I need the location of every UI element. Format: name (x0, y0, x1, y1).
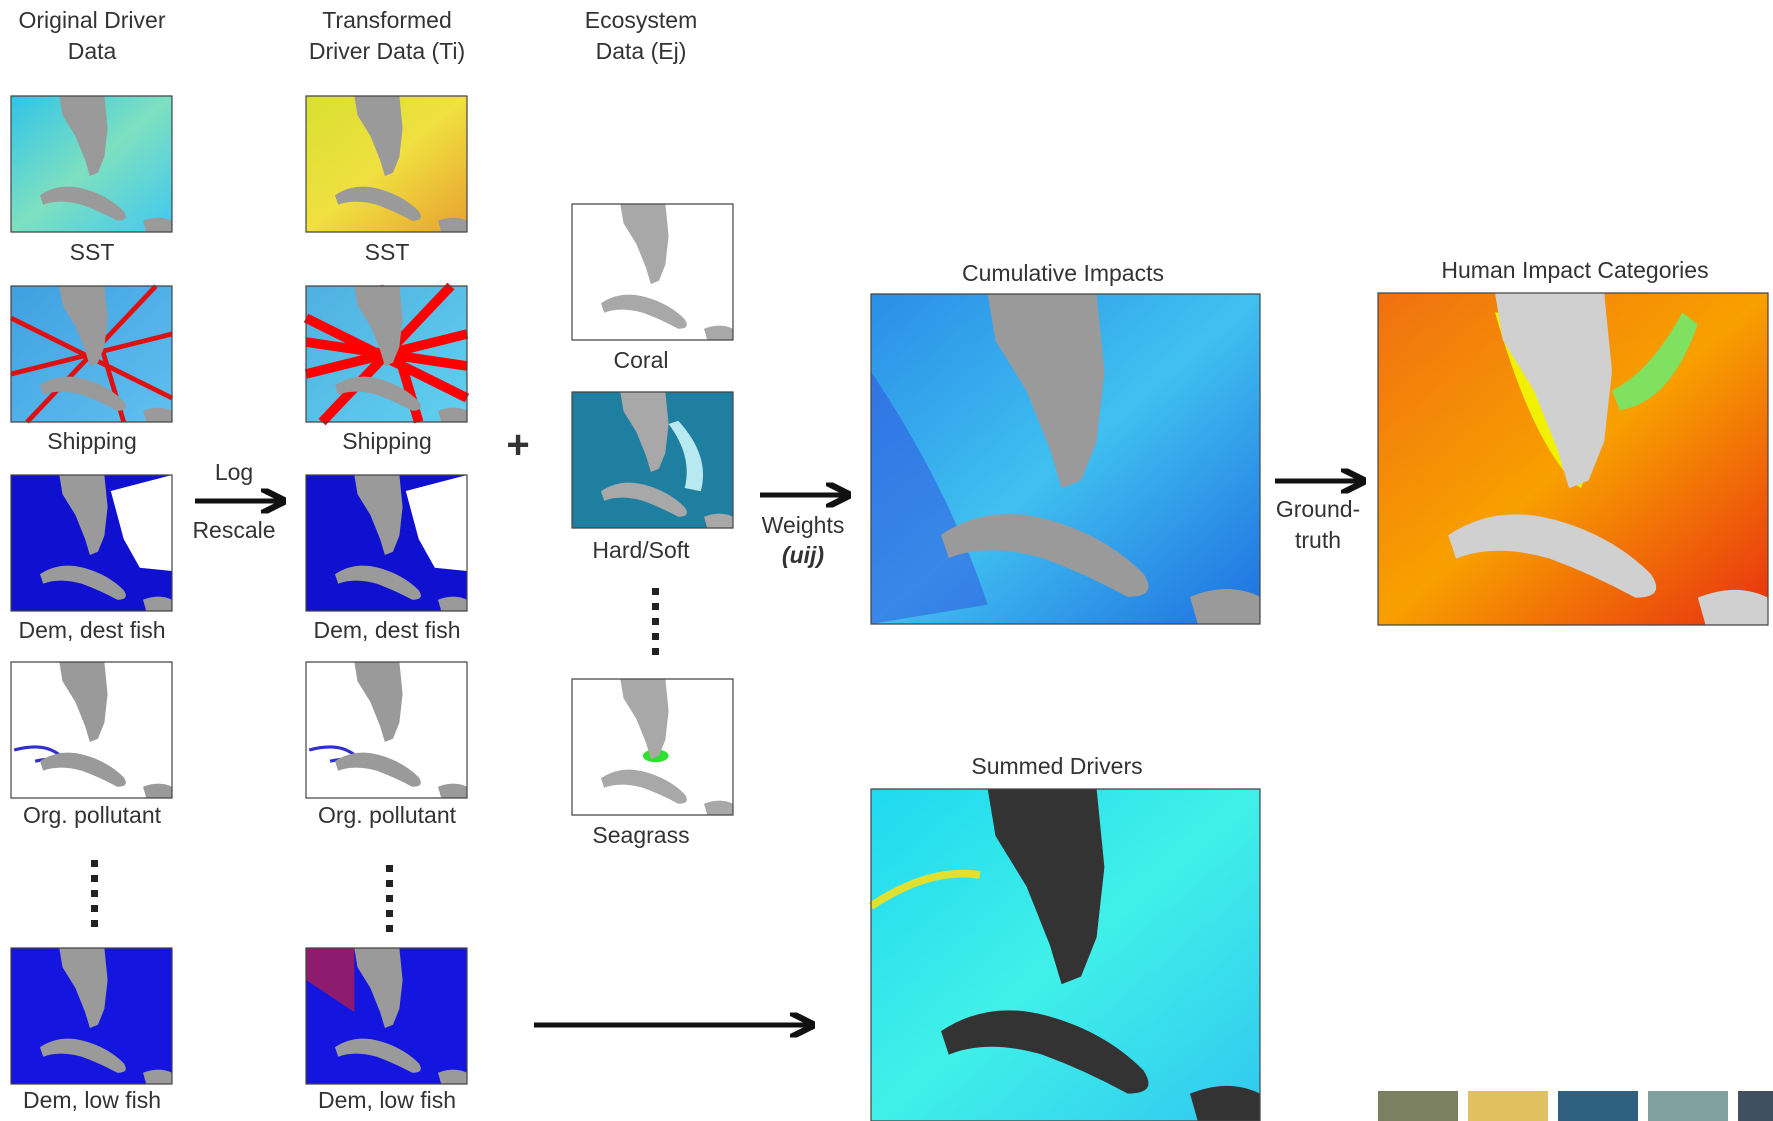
map-thumbnail (1378, 293, 1768, 625)
map-island (1698, 590, 1768, 625)
weights-symbol: (uij) (782, 540, 824, 571)
map-thumbnail (572, 392, 733, 528)
map-island (438, 408, 467, 422)
ellipsis-dot (91, 875, 98, 882)
column-title: Ecosystem Data (Ej) (566, 5, 716, 67)
map-island (438, 1070, 467, 1084)
map-island (438, 218, 467, 232)
thumbnail (1468, 1091, 1548, 1121)
map-thumbnail (572, 679, 733, 815)
item-label: Shipping (342, 426, 432, 457)
map-thumbnail (306, 948, 467, 1084)
ellipsis-dot (91, 920, 98, 927)
ellipsis-dot (652, 633, 659, 640)
map-island (143, 1070, 172, 1084)
item-label: Dem, low fish (318, 1085, 456, 1116)
item-label: Org. pollutant (23, 800, 161, 831)
map-island (143, 784, 172, 798)
plus: + (506, 430, 529, 461)
item-label: Dem, dest fish (314, 615, 461, 646)
map-island (1190, 589, 1260, 624)
map-thumbnail (306, 286, 467, 422)
map-island (143, 218, 172, 232)
ellipsis-dot (652, 588, 659, 595)
ellipsis-dot (386, 895, 393, 902)
weights-label: Weights (762, 510, 845, 541)
map-thumbnail (306, 96, 467, 232)
map-thumbnail (871, 294, 1260, 624)
map-island (1190, 1086, 1260, 1121)
map-thumbnail (11, 475, 172, 611)
map-island (143, 408, 172, 422)
map-thumbnail (871, 789, 1260, 1121)
map-thumbnail (11, 662, 172, 798)
map-thumbnail (306, 475, 467, 611)
artwork (0, 0, 1773, 1121)
ellipsis-dot (386, 880, 393, 887)
item-label: Seagrass (592, 820, 689, 851)
item-label: Hard/Soft (592, 535, 689, 566)
item-label: Dem, dest fish (19, 615, 166, 646)
map-island (704, 514, 733, 528)
ellipsis-dot (652, 603, 659, 610)
thumbnail (1738, 1091, 1773, 1121)
summed-title: Summed Drivers (971, 751, 1142, 782)
ellipsis-dot (652, 648, 659, 655)
map-thumbnail (11, 948, 172, 1084)
ellipsis-dot (386, 925, 393, 932)
ellipsis-dot (91, 890, 98, 897)
thumbnail (1558, 1091, 1638, 1121)
cumulative-title: Cumulative Impacts (962, 258, 1164, 289)
map-thumbnail (11, 96, 172, 232)
map-island (143, 597, 172, 611)
ellipsis-dot (386, 910, 393, 917)
rescale-label: Rescale (192, 515, 275, 546)
item-label: Org. pollutant (318, 800, 456, 831)
item-label: SST (365, 237, 410, 268)
column-title: Transformed Driver Data (Ti) (292, 5, 482, 67)
item-label: Coral (614, 345, 669, 376)
map-island (438, 597, 467, 611)
item-label: Shipping (47, 426, 137, 457)
map-island (704, 801, 733, 815)
ellipsis-dot (91, 905, 98, 912)
map-thumbnail (306, 662, 467, 798)
map-island (438, 784, 467, 798)
groundtruth-label: Ground-truth (1268, 494, 1368, 556)
map-thumbnail (11, 286, 172, 422)
ellipsis-dot (386, 865, 393, 872)
thumbnail (1378, 1091, 1458, 1121)
thumbnail (1648, 1091, 1728, 1121)
ellipsis-dot (652, 618, 659, 625)
diagram: Log Rescale + Weights (uij) Cumulative I… (0, 0, 1773, 1121)
item-label: Dem, low fish (23, 1085, 161, 1116)
column-title: Original Driver Data (17, 5, 167, 67)
categories-title: Human Impact Categories (1441, 255, 1708, 286)
item-label: SST (70, 237, 115, 268)
ellipsis-dot (91, 860, 98, 867)
map-island (704, 326, 733, 340)
map-thumbnail (572, 204, 733, 340)
log-label: Log (215, 457, 253, 488)
